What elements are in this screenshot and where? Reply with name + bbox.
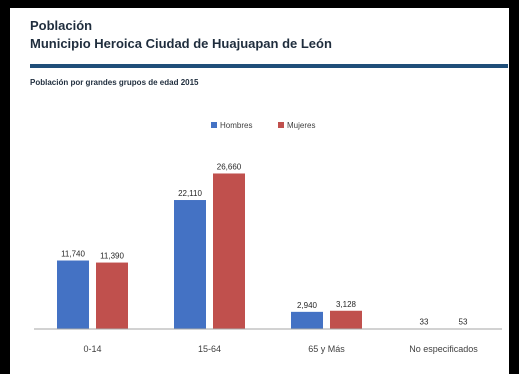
data-label-mujeres-2: 3,128	[336, 300, 357, 309]
chart-legend: Hombres Mujeres	[211, 121, 315, 130]
chart-data-labels: 11,740 11,390 22,110 26,660 2,940 3,128 33 53	[61, 162, 468, 326]
data-label-mujeres-3: 53	[459, 318, 468, 327]
x-tick-label-3: No especificados	[409, 344, 478, 354]
header-divider	[30, 64, 508, 68]
x-tick-label-0: 0-14	[83, 344, 101, 354]
data-label-mujeres-0: 11,390	[100, 252, 124, 261]
data-label-hombres-2: 2,940	[297, 301, 318, 310]
bar-mujeres-1	[213, 173, 245, 329]
legend-swatch-mujeres	[278, 122, 284, 128]
x-tick-label-1: 15-64	[198, 344, 221, 354]
page-title: Población	[30, 18, 93, 33]
data-label-hombres-1: 22,110	[178, 189, 202, 198]
bar-mujeres-2	[330, 310, 362, 329]
legend-label-mujeres: Mujeres	[287, 121, 315, 130]
x-tick-label-2: 65 y Más	[308, 344, 345, 354]
data-label-hombres-0: 11,740	[61, 250, 85, 259]
page-subtitle: Municipio Heroica Ciudad de Huajuapan de…	[30, 36, 332, 51]
bar-hombres-1	[174, 200, 206, 329]
data-label-hombres-3: 33	[420, 318, 429, 327]
chart-title: Población por grandes grupos de edad 201…	[30, 78, 199, 87]
legend-label-hombres: Hombres	[220, 121, 252, 130]
data-label-mujeres-1: 26,660	[217, 162, 242, 171]
bar-mujeres-0	[96, 262, 128, 329]
chart-frame: Población Municipio Heroica Ciudad de Hu…	[10, 8, 509, 374]
bar-hombres-2	[291, 311, 323, 329]
bar-hombres-0	[57, 260, 89, 329]
legend-swatch-hombres	[211, 122, 217, 128]
x-axis-ticks: 0-14 15-64 65 y Más No especificados	[83, 344, 478, 354]
